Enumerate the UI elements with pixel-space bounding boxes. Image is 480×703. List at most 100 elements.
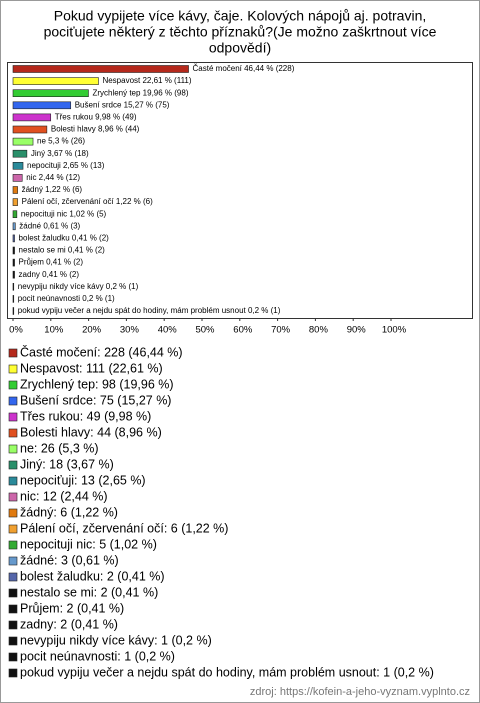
legend-swatch <box>8 412 18 422</box>
bar-label: Časté močení 46,44 % (228) <box>193 64 295 73</box>
legend-swatch <box>8 508 18 518</box>
legend-label: Nespavost: 111 (22,61 %) <box>20 361 163 375</box>
source: zdroj: https://kofein-a-jeho-vyznam.vypl… <box>250 686 470 698</box>
legend-swatch <box>8 620 18 630</box>
x-tick-label: 30% <box>120 325 140 336</box>
bar <box>12 125 48 134</box>
legend-label: nevypiju nikdy více kávy: 1 (0,2 %) <box>20 633 212 647</box>
legend-label: nic: 12 (2,44 %) <box>20 489 108 503</box>
legend-label: nepociťuji: 13 (2,65 %) <box>20 473 146 487</box>
x-tick-label: 100% <box>382 325 407 336</box>
bar <box>12 65 189 73</box>
bar <box>12 234 15 243</box>
bar-label: Zrychlený tep 19,96 % (98) <box>92 88 188 97</box>
legend-label: žádné: 3 (0,61 %) <box>20 553 119 567</box>
bar <box>12 258 15 267</box>
legend-swatch <box>8 460 18 470</box>
bar-label: ne 5,3 % (26) <box>37 137 85 146</box>
legend-label: bolest žaludku: 2 (0,41 %) <box>20 569 165 583</box>
x-tick-label: 90% <box>347 325 367 336</box>
bar-label: bolest žaludku 0,41 % (2) <box>19 234 110 243</box>
bar-label: pocit neúnavnosti 0,2 % (1) <box>18 294 115 303</box>
legend-swatch <box>8 556 18 566</box>
legend-label: Pálení očí, zčervenání očí: 6 (1,22 %) <box>20 521 228 535</box>
bar-label: Bušení srdce 15,27 % (75) <box>75 100 170 109</box>
bar-label: Třes rukou 9,98 % (49) <box>55 113 137 122</box>
bar-label: nepocituji 2,65 % (13) <box>27 161 105 170</box>
legend-label: žádný: 6 (1,22 %) <box>20 505 118 519</box>
legend-label: pokud vypiju večer a nejdu spát do hodin… <box>20 665 434 679</box>
bar-label: žádný 1,22 % (6) <box>22 185 83 194</box>
bar <box>12 186 18 194</box>
bar <box>12 137 34 146</box>
bar-label: žádné 0,61 % (3) <box>19 221 80 230</box>
legend-swatch <box>8 540 18 550</box>
legend-swatch <box>8 588 18 598</box>
legend-swatch <box>8 524 18 534</box>
bar <box>12 295 15 303</box>
bar <box>12 162 24 170</box>
legend-swatch <box>8 636 18 646</box>
legend-swatch <box>8 428 18 438</box>
bar-label: Bolesti hlavy 8,96 % (44) <box>51 125 140 134</box>
bar <box>12 149 28 158</box>
x-tick-label: 70% <box>271 325 291 336</box>
legend-label: ne: 26 (5,3 %) <box>20 441 99 455</box>
legend-swatch <box>8 652 18 662</box>
bar-label: Průjem 0,41 % (2) <box>19 258 84 267</box>
bar-label: Pálení očí, zčervenání očí 1,22 % (6) <box>22 197 154 206</box>
legend-label: pocit neúnavnosti: 1 (0,2 %) <box>20 649 175 663</box>
bar-label: Jiný 3,67 % (18) <box>31 149 89 158</box>
x-tick-label: 20% <box>82 325 102 336</box>
bar <box>12 101 72 110</box>
legend-label: Jiný: 18 (3,67 %) <box>20 457 114 471</box>
legend-swatch <box>8 604 18 614</box>
legend-label: Zrychlený tep: 98 (19,96 %) <box>20 377 174 391</box>
chart-title: odpovědí) <box>209 40 271 56</box>
bar-label: nevypiju nikdy více kávy 0,2 % (1) <box>18 282 139 291</box>
bar-label: nic 2,44 % (12) <box>26 173 80 182</box>
bar <box>12 246 15 255</box>
bar <box>12 270 15 279</box>
legend-label: Průjem: 2 (0,41 %) <box>20 601 124 615</box>
legend-swatch <box>8 492 18 502</box>
bar <box>12 210 18 218</box>
legend-swatch <box>8 572 18 582</box>
legend-label: Třes rukou: 49 (9,98 %) <box>20 409 151 423</box>
bar <box>12 113 52 122</box>
legend-label: nepocituji nic: 5 (1,02 %) <box>20 537 157 551</box>
x-tick-label: 80% <box>309 325 329 336</box>
bar-label: Nespavost 22,61 % (111) <box>102 76 191 85</box>
bar-label: nestalo se mi 0,41 % (2) <box>19 246 106 255</box>
legend-label: Bolesti hlavy: 44 (8,96 %) <box>20 425 162 439</box>
chart-title: Pokud vypijete více kávy, čaje. Kolových… <box>54 8 427 24</box>
legend-swatch <box>8 348 18 358</box>
x-tick-label: 60% <box>233 325 253 336</box>
legend-label: Bušení srdce: 75 (15,27 %) <box>20 393 171 407</box>
x-tick-label: 50% <box>195 325 215 336</box>
legend-swatch <box>8 364 18 374</box>
legend-swatch <box>8 476 18 486</box>
bar <box>12 307 15 315</box>
x-tick-label: 0% <box>9 325 23 336</box>
legend-swatch <box>8 444 18 454</box>
x-tick-label: 40% <box>158 325 178 336</box>
legend-swatch <box>8 396 18 406</box>
chart-title: pociťujete některý z těchto příznaků?(Je… <box>44 24 437 40</box>
bar <box>12 174 23 182</box>
legend-swatch <box>8 380 18 390</box>
legend-label: nestalo se mi: 2 (0,41 %) <box>20 585 158 599</box>
bar <box>12 282 15 291</box>
legend-label: zadny: 2 (0,41 %) <box>20 617 118 631</box>
bar-label: pokud vypiju večer a nejdu spát do hodin… <box>18 306 281 315</box>
bar-label: nepocituji nic 1,02 % (5) <box>21 209 107 218</box>
bar <box>12 89 89 97</box>
bar <box>12 222 16 231</box>
legend-label: Časté močení: 228 (46,44 %) <box>20 344 183 359</box>
legend-swatch <box>8 668 18 678</box>
bar-label: zadny 0,41 % (2) <box>19 270 80 279</box>
x-tick-label: 10% <box>44 325 64 336</box>
bar <box>12 77 99 85</box>
